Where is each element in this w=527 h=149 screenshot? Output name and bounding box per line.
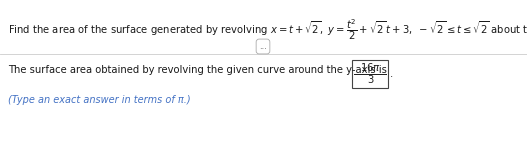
Text: .: . <box>390 69 393 79</box>
Text: Find the area of the surface generated by revolving $x = t + \sqrt{2},\ y = \dfr: Find the area of the surface generated b… <box>8 17 527 42</box>
Text: ...: ... <box>259 42 267 51</box>
Text: The surface area obtained by revolving the given curve around the y-axis is: The surface area obtained by revolving t… <box>8 65 387 75</box>
Text: $16\pi$: $16\pi$ <box>359 61 380 73</box>
Text: (Type an exact answer in terms of π.): (Type an exact answer in terms of π.) <box>8 95 191 105</box>
FancyBboxPatch shape <box>352 60 388 88</box>
Text: 3: 3 <box>367 75 373 85</box>
